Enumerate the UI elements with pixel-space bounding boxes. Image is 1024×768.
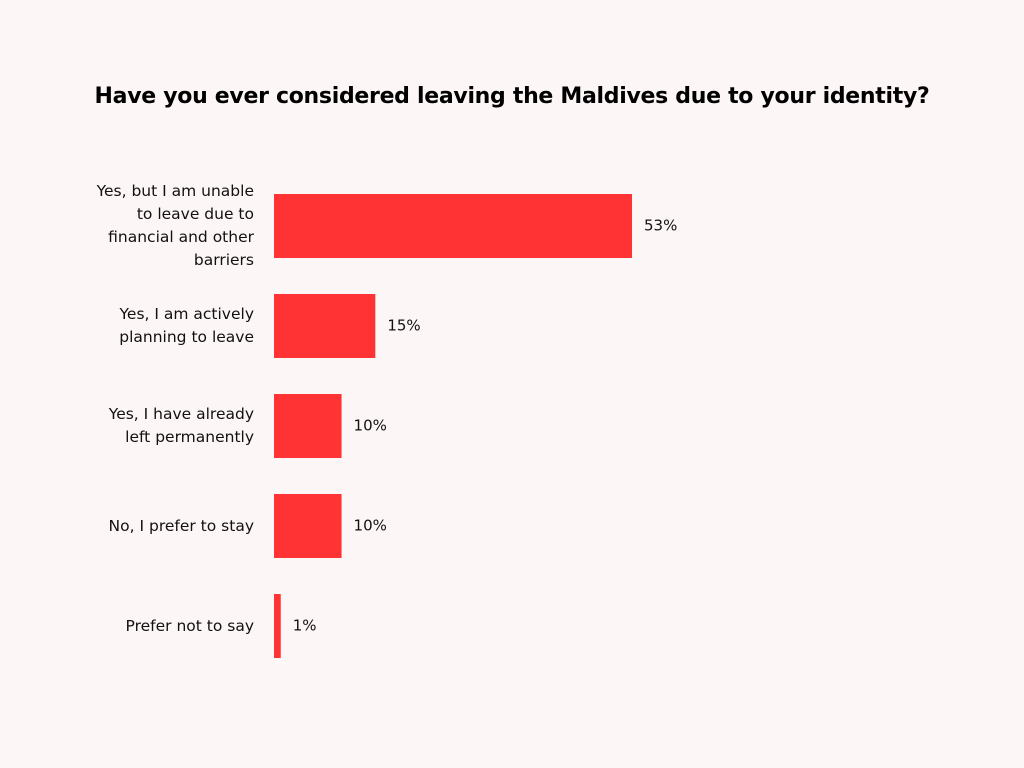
bar [274, 394, 342, 458]
bar [274, 294, 376, 358]
category-label: Yes, I am actively planning to leave [119, 305, 254, 346]
value-label: 15% [387, 317, 420, 335]
value-label: 10% [354, 417, 387, 435]
category-label: Prefer not to say [125, 616, 254, 635]
chart-title: Have you ever considered leaving the Mal… [94, 84, 930, 109]
category-label: Yes, I have already left permanently [108, 405, 254, 446]
bar [274, 594, 281, 658]
bar [274, 194, 632, 258]
value-label: 1% [293, 617, 317, 635]
bar [274, 494, 342, 558]
value-label: 10% [354, 517, 387, 535]
category-label: Yes, but I am unable to leave due to fin… [96, 182, 254, 269]
value-label: 53% [644, 217, 677, 235]
category-label: No, I prefer to stay [108, 516, 254, 535]
